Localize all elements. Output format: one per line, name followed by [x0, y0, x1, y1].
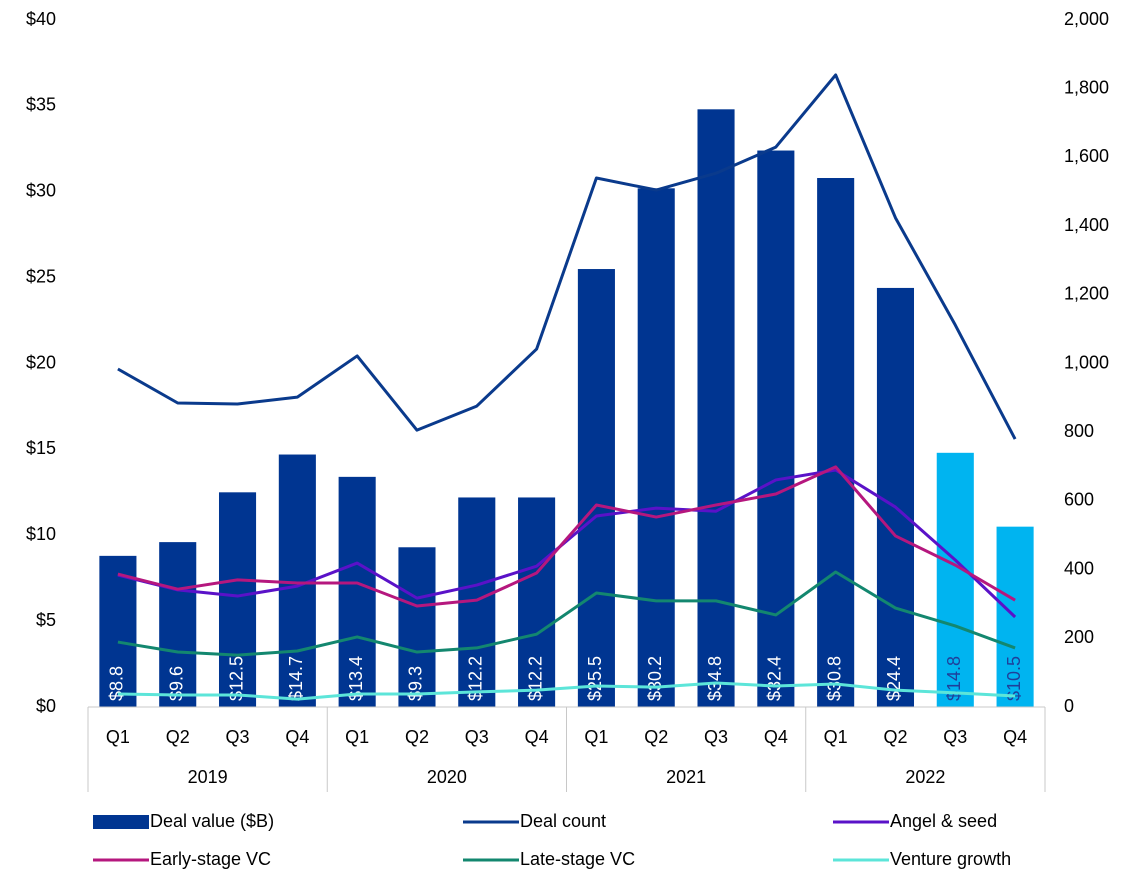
legend-label: Deal value ($B)	[150, 811, 274, 831]
legend-label: Angel & seed	[890, 811, 997, 831]
bar	[697, 109, 735, 707]
legend-label: Deal count	[520, 811, 606, 831]
bar-value-label: $9.3	[406, 666, 426, 701]
bar	[218, 492, 257, 707]
bar	[338, 476, 376, 707]
y-tick-label: $40	[26, 9, 56, 29]
y2-tick-label: 2,000	[1064, 9, 1109, 29]
x-tick-label: Q2	[883, 727, 907, 747]
y-tick-label: $0	[36, 696, 56, 716]
legend-label: Early-stage VC	[150, 849, 271, 869]
y2-tick-label: 1,400	[1064, 215, 1109, 235]
bar-value-label: $12.2	[525, 656, 545, 701]
bar-value-label: $14.7	[286, 656, 306, 701]
series-line	[117, 73, 1017, 440]
x-tick-label: Q1	[824, 727, 848, 747]
bar-value-label: $30.8	[824, 656, 844, 701]
y2-tick-label: 800	[1064, 421, 1094, 441]
x-tick-label: Q2	[405, 727, 429, 747]
y2-tick-label: 1,800	[1064, 77, 1109, 97]
bar-value-label: $14.8	[944, 656, 964, 701]
x-tick-label: Q4	[1003, 727, 1027, 747]
y2-tick-label: 1,600	[1064, 146, 1109, 166]
group-label: 2019	[188, 767, 228, 787]
bar	[398, 547, 436, 707]
bar-value-label: $12.5	[226, 656, 246, 701]
y2-tick-label: 200	[1064, 627, 1094, 647]
x-tick-label: Q4	[285, 727, 309, 747]
series-line	[117, 465, 1016, 608]
bar-value-label: $12.2	[466, 656, 486, 701]
bar-value-label: $30.2	[645, 656, 665, 701]
series-line	[117, 681, 1016, 701]
bar	[518, 497, 556, 707]
bar	[637, 188, 675, 707]
y2-tick-label: 400	[1064, 558, 1094, 578]
bar	[876, 287, 915, 707]
y-tick-label: $5	[36, 610, 56, 630]
bar-value-label: $8.8	[107, 666, 127, 701]
y2-tick-label: 0	[1064, 696, 1074, 716]
x-tick-label: Q4	[525, 727, 549, 747]
y-tick-label: $20	[26, 352, 56, 372]
x-tick-label: Q1	[345, 727, 369, 747]
x-tick-label: Q2	[166, 727, 190, 747]
bar-value-label: $32.4	[765, 656, 785, 701]
y-tick-label: $25	[26, 266, 56, 286]
legend-label: Venture growth	[890, 849, 1011, 869]
x-tick-label: Q4	[764, 727, 788, 747]
y2-tick-label: 1,000	[1064, 352, 1109, 372]
legend-swatch	[93, 815, 149, 829]
y-tick-label: $30	[26, 181, 56, 201]
group-label: 2021	[666, 767, 706, 787]
bar-value-label: $34.8	[705, 656, 725, 701]
bar-value-label: $10.5	[1004, 656, 1024, 701]
bar-value-label: $24.4	[884, 656, 904, 701]
bar	[577, 269, 615, 707]
y2-tick-label: 1,200	[1064, 284, 1109, 304]
bar	[817, 178, 855, 707]
y-tick-label: $10	[26, 524, 56, 544]
group-label: 2022	[905, 767, 945, 787]
x-tick-label: Q3	[943, 727, 967, 747]
bar-value-label: $25.5	[585, 656, 605, 701]
x-tick-label: Q3	[704, 727, 728, 747]
bar	[936, 452, 974, 707]
x-tick-label: Q3	[465, 727, 489, 747]
group-label: 2020	[427, 767, 467, 787]
bar	[99, 555, 137, 707]
y-tick-label: $15	[26, 438, 56, 458]
bar-value-label: $13.4	[346, 656, 366, 701]
bar	[159, 542, 197, 707]
x-tick-label: Q1	[584, 727, 608, 747]
y-tick-label: $35	[26, 95, 56, 115]
x-tick-label: Q2	[644, 727, 668, 747]
legend-label: Late-stage VC	[520, 849, 635, 869]
x-tick-label: Q3	[226, 727, 250, 747]
bar-value-label: $9.6	[166, 666, 186, 701]
bar	[757, 150, 795, 707]
series-line	[117, 570, 1016, 657]
y2-tick-label: 600	[1064, 490, 1094, 510]
x-tick-label: Q1	[106, 727, 130, 747]
